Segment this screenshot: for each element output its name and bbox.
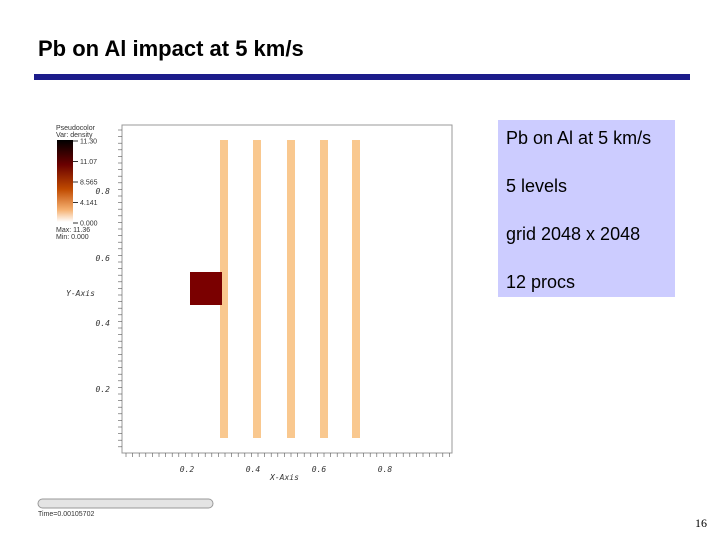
legend-label: 11.30: [80, 139, 97, 146]
info-box: [498, 120, 675, 297]
legend-variable: Var: density: [56, 132, 93, 139]
x-tick-label: 0.4: [246, 465, 261, 474]
info-line: 5 levels: [506, 176, 567, 196]
slide-title: Pb on Al impact at 5 km/s: [38, 36, 304, 61]
pb-projectile: [190, 272, 222, 305]
legend-title: Pseudocolor: [56, 125, 96, 132]
time-slider: [37, 498, 214, 509]
al-plate: [220, 140, 228, 438]
al-plate: [287, 140, 295, 438]
legend-max: Max: 11.36: [56, 227, 90, 234]
page-number: 16: [695, 516, 707, 530]
y-tick-label: 0.6: [96, 254, 111, 263]
legend-label: 11.07: [80, 159, 97, 166]
y-axis-label: Y-Axis: [66, 289, 95, 298]
info-line: 12 procs: [506, 272, 575, 292]
y-tick-label: 0.4: [96, 319, 111, 328]
x-tick-label: 0.8: [378, 465, 393, 474]
title-rule: [34, 74, 690, 80]
info-line: Pb on Al at 5 km/s: [506, 128, 651, 148]
al-plate: [352, 140, 360, 438]
info-line: grid 2048 x 2048: [506, 224, 640, 244]
legend-min: Min: 0.000: [56, 234, 89, 241]
al-plate: [253, 140, 261, 438]
x-axis-label: X-Axis: [269, 473, 299, 482]
y-tick-label: 0.2: [96, 385, 111, 394]
plot: Pseudocolor Var: density Max: 11.36 Min:…: [37, 124, 453, 518]
x-tick-label: 0.2: [180, 465, 195, 474]
legend-label: 0.000: [80, 221, 98, 228]
time-label: Time=0.00105702: [38, 511, 94, 518]
al-plate: [320, 140, 328, 438]
colorbar: [57, 140, 73, 222]
y-tick-label: 0.8: [96, 187, 111, 196]
legend-label: 4.141: [80, 200, 98, 207]
legend-label: 8.565: [80, 180, 98, 187]
x-tick-label: 0.6: [312, 465, 327, 474]
